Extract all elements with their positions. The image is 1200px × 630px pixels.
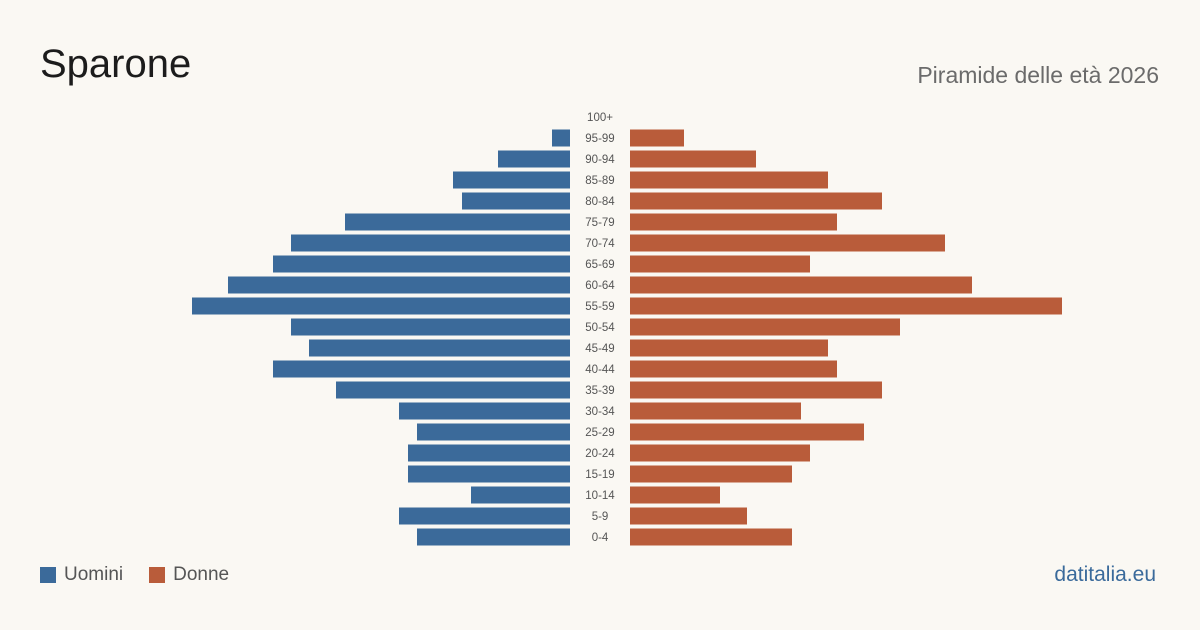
age-label-95-99: 95-99 — [585, 133, 614, 145]
chart-subtitle: Piramide delle età 2026 — [917, 62, 1159, 88]
age-label-10-14: 10-14 — [585, 490, 615, 502]
bar-men-70-74 — [291, 234, 570, 252]
age-label-70-74: 70-74 — [585, 238, 615, 250]
age-label-20-24: 20-24 — [585, 448, 615, 460]
age-label-60-64: 60-64 — [585, 280, 615, 292]
bar-women-40-44 — [630, 360, 837, 378]
age-label-45-49: 45-49 — [585, 343, 614, 355]
legend-label-women: Donne — [173, 564, 230, 585]
bar-men-5-9 — [399, 507, 570, 525]
bar-women-30-34 — [630, 402, 801, 420]
legend-swatch-women — [149, 567, 166, 583]
bar-women-45-49 — [630, 339, 828, 357]
bar-women-90-94 — [630, 150, 756, 168]
age-label-50-54: 50-54 — [585, 322, 615, 334]
age-label-90-94: 90-94 — [585, 154, 615, 166]
bar-women-65-69 — [630, 255, 810, 273]
bar-men-20-24 — [408, 444, 570, 462]
bar-men-80-84 — [462, 192, 570, 210]
bar-men-60-64 — [228, 276, 570, 294]
legend: Uomini Donne — [40, 564, 255, 586]
bar-men-75-79 — [345, 213, 570, 231]
age-label-65-69: 65-69 — [585, 259, 614, 271]
bar-women-50-54 — [630, 318, 900, 336]
age-label-100+: 100+ — [587, 112, 613, 124]
bar-men-85-89 — [453, 171, 570, 189]
bar-women-70-74 — [630, 234, 945, 252]
age-label-80-84: 80-84 — [585, 196, 615, 208]
bar-women-85-89 — [630, 171, 828, 189]
bar-women-60-64 — [630, 276, 972, 294]
legend-swatch-men — [40, 567, 56, 583]
bar-men-50-54 — [291, 318, 570, 336]
bar-men-25-29 — [417, 423, 570, 441]
bar-women-0-4 — [630, 528, 792, 546]
brand-link[interactable]: datitalia.eu — [1054, 563, 1156, 586]
age-label-40-44: 40-44 — [585, 364, 615, 376]
bar-men-15-19 — [408, 465, 570, 483]
bar-men-95-99 — [552, 129, 570, 147]
bar-women-15-19 — [630, 465, 792, 483]
bar-women-20-24 — [630, 444, 810, 462]
age-label-0-4: 0-4 — [592, 532, 609, 544]
bar-men-40-44 — [273, 360, 570, 378]
bar-men-10-14 — [471, 486, 570, 504]
legend-label-men: Uomini — [64, 564, 124, 585]
age-label-75-79: 75-79 — [585, 217, 614, 229]
legend-item-women: Donne — [149, 564, 229, 586]
age-label-30-34: 30-34 — [585, 406, 615, 418]
bar-women-75-79 — [630, 213, 837, 231]
age-label-25-29: 25-29 — [585, 427, 614, 439]
bar-men-30-34 — [399, 402, 570, 420]
bar-men-90-94 — [498, 150, 570, 168]
bar-women-10-14 — [630, 486, 720, 504]
bar-women-80-84 — [630, 192, 882, 210]
bar-men-55-59 — [192, 297, 570, 315]
legend-item-men: Uomini — [40, 564, 123, 586]
bar-men-0-4 — [417, 528, 570, 546]
bar-women-35-39 — [630, 381, 882, 399]
bar-men-45-49 — [309, 339, 570, 357]
bar-women-95-99 — [630, 129, 684, 147]
age-label-85-89: 85-89 — [585, 175, 614, 187]
age-label-55-59: 55-59 — [585, 301, 614, 313]
bar-men-35-39 — [336, 381, 570, 399]
age-label-5-9: 5-9 — [592, 511, 609, 523]
age-label-35-39: 35-39 — [585, 385, 614, 397]
bar-women-25-29 — [630, 423, 864, 441]
bar-women-55-59 — [630, 297, 1062, 315]
age-label-15-19: 15-19 — [585, 469, 614, 481]
bar-men-65-69 — [273, 255, 570, 273]
bar-women-5-9 — [630, 507, 747, 525]
page-title: Sparone — [40, 42, 192, 86]
